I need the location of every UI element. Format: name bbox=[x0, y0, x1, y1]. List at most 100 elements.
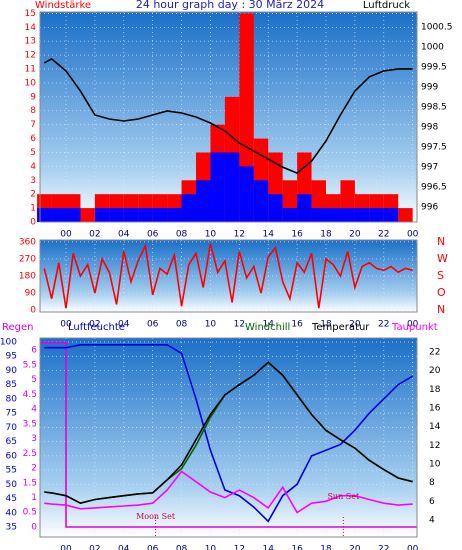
x-tick-label: 16 bbox=[291, 230, 303, 240]
y-tick-label: 100 bbox=[0, 337, 17, 347]
line bbox=[43, 57, 413, 175]
y-tick-label: 0 bbox=[30, 306, 36, 316]
bar bbox=[311, 208, 326, 222]
bar bbox=[80, 208, 95, 222]
plot-frame bbox=[39, 337, 418, 538]
bar bbox=[123, 208, 139, 222]
x-tick-label: 00 bbox=[60, 545, 72, 550]
y2-tick-label: 14 bbox=[429, 422, 441, 432]
y2-tick-label: 996 bbox=[421, 203, 438, 213]
bar bbox=[66, 208, 81, 222]
y3-tick-label: 3 bbox=[31, 434, 37, 444]
x-tick-label: 06 bbox=[147, 545, 159, 550]
x-tick-label: 00 bbox=[407, 320, 419, 330]
x-tick-label: 22 bbox=[378, 545, 389, 550]
x-tick-label: 20 bbox=[349, 320, 361, 330]
y-tick-label: 6 bbox=[30, 134, 36, 144]
y3-tick-label: 5 bbox=[31, 375, 37, 385]
bar bbox=[398, 208, 413, 222]
x-tick-label: 04 bbox=[118, 545, 130, 550]
x-tick-label: 22 bbox=[378, 230, 389, 240]
y3-tick-label: 3.5 bbox=[23, 419, 37, 429]
bar bbox=[369, 208, 384, 222]
y3-tick-label: 6 bbox=[31, 346, 37, 356]
x-tick-label: 16 bbox=[291, 545, 303, 550]
y-tick-label: 95 bbox=[6, 352, 17, 362]
x-tick-label: 02 bbox=[89, 545, 100, 550]
bar bbox=[37, 208, 52, 222]
bar bbox=[138, 208, 153, 222]
y-tick-label: 8 bbox=[30, 106, 36, 116]
y-tick-label: 180 bbox=[19, 272, 36, 282]
y-tick-label: 9 bbox=[30, 92, 36, 102]
y-tick-label: 40 bbox=[6, 508, 18, 518]
bar bbox=[51, 208, 66, 222]
bar bbox=[268, 194, 283, 222]
y-tick-label: 90 bbox=[6, 366, 18, 376]
y3-tick-label: 1.5 bbox=[23, 478, 37, 488]
bar bbox=[253, 180, 269, 222]
y2-tick-label: 12 bbox=[429, 441, 440, 451]
x-tick-label: 08 bbox=[176, 320, 188, 330]
y3-tick-label: 0.5 bbox=[23, 508, 37, 518]
bar bbox=[297, 194, 312, 222]
y2-tick-label: 999.5 bbox=[421, 62, 447, 72]
annotation: Sun Set bbox=[327, 492, 360, 501]
y2-tick-label: 18 bbox=[429, 385, 441, 395]
x-tick-label: 00 bbox=[60, 320, 72, 330]
x-tick-label: 14 bbox=[262, 545, 274, 550]
y2-tick-label: 20 bbox=[429, 366, 441, 376]
y2-tick-label: S bbox=[437, 269, 444, 282]
y2-tick-label: 6 bbox=[429, 497, 435, 507]
bar bbox=[340, 208, 355, 222]
legend-label: Luftdruck bbox=[363, 0, 410, 11]
chart-title: 24 hour graph day : 30 März 2024 bbox=[136, 0, 324, 11]
bar bbox=[383, 208, 399, 222]
plot-frame bbox=[39, 11, 418, 223]
y2-tick-label: N bbox=[437, 235, 445, 248]
y-tick-label: 1 bbox=[30, 204, 36, 214]
bar bbox=[167, 208, 182, 222]
y-tick-label: 50 bbox=[6, 480, 18, 490]
x-tick-label: 00 bbox=[407, 545, 419, 550]
y-tick-label: 3 bbox=[30, 176, 36, 186]
legend-label: Windstärke bbox=[35, 0, 91, 11]
x-tick-label: 10 bbox=[205, 545, 217, 550]
y2-tick-label: 16 bbox=[429, 404, 441, 414]
line bbox=[44, 361, 413, 505]
x-tick-label: 18 bbox=[320, 230, 332, 240]
x-tick-label: 12 bbox=[234, 230, 245, 240]
plot-frame bbox=[39, 239, 418, 313]
legend-label: Luftfeuchte bbox=[68, 322, 125, 333]
line bbox=[40, 341, 417, 528]
y3-tick-label: 0 bbox=[31, 522, 37, 532]
x-tick-label: 02 bbox=[89, 320, 100, 330]
bar bbox=[94, 208, 110, 222]
line bbox=[43, 242, 413, 309]
y2-tick-label: 997 bbox=[421, 163, 438, 173]
y-tick-label: 75 bbox=[6, 409, 17, 419]
y-tick-label: 60 bbox=[6, 451, 18, 461]
y-tick-label: 80 bbox=[6, 394, 18, 404]
bar bbox=[109, 208, 124, 222]
y-tick-label: 14 bbox=[25, 23, 37, 33]
bar bbox=[239, 166, 254, 222]
x-tick-label: 12 bbox=[234, 320, 245, 330]
y-tick-label: 35 bbox=[6, 523, 17, 533]
y2-tick-label: 1000 bbox=[421, 42, 444, 52]
y2-tick-label: 998 bbox=[421, 123, 438, 133]
bar bbox=[354, 208, 370, 222]
y-tick-label: 270 bbox=[19, 254, 36, 264]
x-tick-label: 22 bbox=[378, 320, 389, 330]
x-tick-label: 14 bbox=[262, 320, 274, 330]
x-tick-label: 20 bbox=[349, 230, 361, 240]
y3-tick-label: 2 bbox=[31, 464, 37, 474]
x-tick-label: 04 bbox=[118, 320, 130, 330]
x-tick-label: 14 bbox=[262, 230, 274, 240]
x-tick-label: 04 bbox=[118, 230, 130, 240]
legend-label: Windchill bbox=[245, 322, 290, 333]
x-tick-label: 18 bbox=[320, 545, 332, 550]
x-tick-label: 06 bbox=[147, 320, 159, 330]
y-tick-label: 11 bbox=[25, 65, 36, 75]
